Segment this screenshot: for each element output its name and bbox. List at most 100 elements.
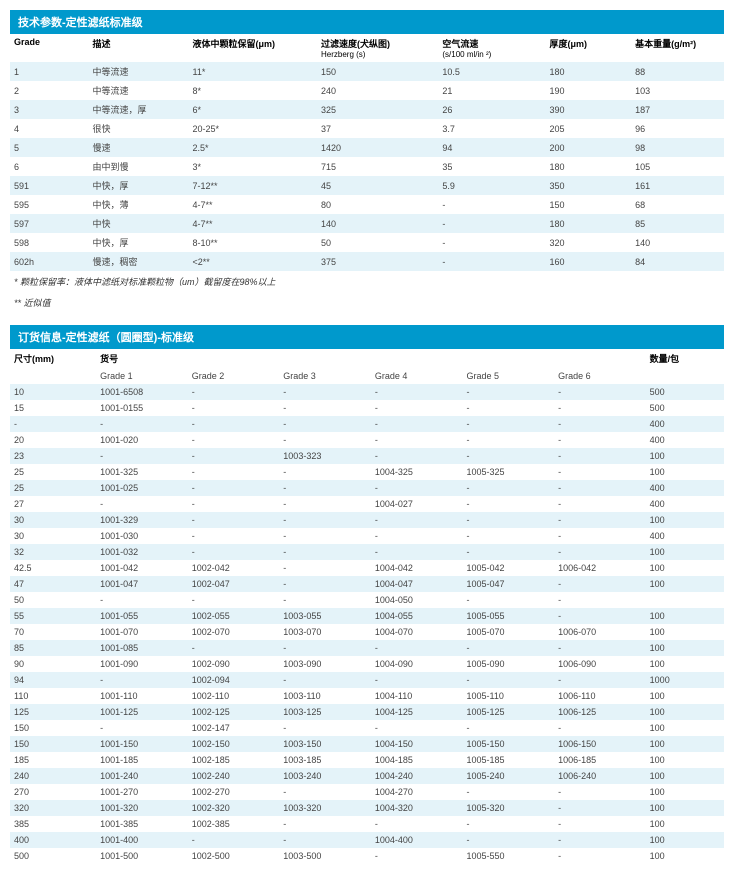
cell: - (554, 384, 646, 400)
cell: - (96, 496, 188, 512)
cell: 187 (631, 100, 724, 119)
cell: 100 (646, 704, 724, 720)
cell: 1002-270 (188, 784, 280, 800)
cell: 1001-185 (96, 752, 188, 768)
cell: - (462, 832, 554, 848)
cell: 1001-400 (96, 832, 188, 848)
cell: 1001-325 (96, 464, 188, 480)
cell: - (371, 672, 463, 688)
cell: 100 (646, 688, 724, 704)
cell: 100 (646, 512, 724, 528)
table-row: 551001-0551002-0551003-0551004-0551005-0… (10, 608, 724, 624)
cell: 中快，厚 (89, 176, 189, 195)
cell: 慢速，稠密 (89, 252, 189, 271)
cell: 1005-320 (462, 800, 554, 816)
cell: 110 (10, 688, 96, 704)
cell: 85 (631, 214, 724, 233)
cell: 1005-125 (462, 704, 554, 720)
cell: 180 (545, 62, 631, 81)
cell: 1004-325 (371, 464, 463, 480)
cell: 1002-185 (188, 752, 280, 768)
cell: 3 (10, 100, 89, 119)
cell: 50 (10, 592, 96, 608)
cell: 1003-125 (279, 704, 371, 720)
cell: - (554, 544, 646, 560)
cell: 3.7 (438, 119, 545, 138)
cell: 1002-240 (188, 768, 280, 784)
cell: 1002-320 (188, 800, 280, 816)
cell: - (554, 416, 646, 432)
cell: 320 (545, 233, 631, 252)
cell: - (371, 640, 463, 656)
cell: 270 (10, 784, 96, 800)
cell: - (438, 252, 545, 271)
cell: 597 (10, 214, 89, 233)
cell: 1005-042 (462, 560, 554, 576)
cell: 4-7** (188, 195, 317, 214)
cell: 1001-055 (96, 608, 188, 624)
cell: 1002-055 (188, 608, 280, 624)
cell: - (279, 576, 371, 592)
cell: 1420 (317, 138, 438, 157)
table-row: 3201001-3201002-3201003-3201004-3201005-… (10, 800, 724, 816)
cell: - (279, 416, 371, 432)
cell: 180 (545, 157, 631, 176)
cell: 8-10** (188, 233, 317, 252)
cell: 160 (545, 252, 631, 271)
cell: 1003-320 (279, 800, 371, 816)
cell: 103 (631, 81, 724, 100)
cell: 20 (10, 432, 96, 448)
cell: 1004-042 (371, 560, 463, 576)
cell: 240 (10, 768, 96, 784)
cell: 100 (646, 848, 724, 864)
column-header: 基本重量(g/m²) (631, 34, 724, 62)
cell: 1004-047 (371, 576, 463, 592)
cell: 1002-125 (188, 704, 280, 720)
cell: - (554, 496, 646, 512)
cell: - (279, 592, 371, 608)
column-header: 厚度(μm) (545, 34, 631, 62)
cell: - (371, 720, 463, 736)
column-header: 描述 (89, 34, 189, 62)
cell: 1002-500 (188, 848, 280, 864)
cell: 10 (10, 384, 96, 400)
cell: - (462, 432, 554, 448)
cell: 100 (646, 544, 724, 560)
cell: 1003-185 (279, 752, 371, 768)
column-header: 过滤速度(犬纵图)Herzberg (s) (317, 34, 438, 62)
cell: 很快 (89, 119, 189, 138)
cell: 1001-020 (96, 432, 188, 448)
cell: - (554, 640, 646, 656)
cell: - (188, 400, 280, 416)
table-row: 50---1004-050-- (10, 592, 724, 608)
cell: 96 (631, 119, 724, 138)
table-row: 4001001-400--1004-400--100 (10, 832, 724, 848)
cell: 1003-055 (279, 608, 371, 624)
cell: - (554, 464, 646, 480)
cell: 85 (10, 640, 96, 656)
cell: 1003-110 (279, 688, 371, 704)
table-row: 3中等流速，厚6*32526390187 (10, 100, 724, 119)
cell: - (462, 784, 554, 800)
cell: 150 (10, 720, 96, 736)
cell: <2** (188, 252, 317, 271)
column-header: Grade (10, 34, 89, 62)
cell: 由中到慢 (89, 157, 189, 176)
cell: 1004-050 (371, 592, 463, 608)
cell: 1003-500 (279, 848, 371, 864)
cell: - (96, 672, 188, 688)
cell: - (554, 720, 646, 736)
table-row: 251001-325--1004-3251005-325-100 (10, 464, 724, 480)
cell: 390 (545, 100, 631, 119)
cell: 1005-150 (462, 736, 554, 752)
cell: 1004-400 (371, 832, 463, 848)
cell: - (279, 464, 371, 480)
table-row: 150-1002-147----100 (10, 720, 724, 736)
column-header (279, 349, 371, 368)
cell: 150 (545, 195, 631, 214)
order-info-header: 订货信息-定性滤纸（圆圈型)-标准级 (10, 325, 724, 349)
cell: 1005-240 (462, 768, 554, 784)
cell: 37 (317, 119, 438, 138)
cell: 1001-125 (96, 704, 188, 720)
table-row: 602h慢速，稠密<2**375-16084 (10, 252, 724, 271)
